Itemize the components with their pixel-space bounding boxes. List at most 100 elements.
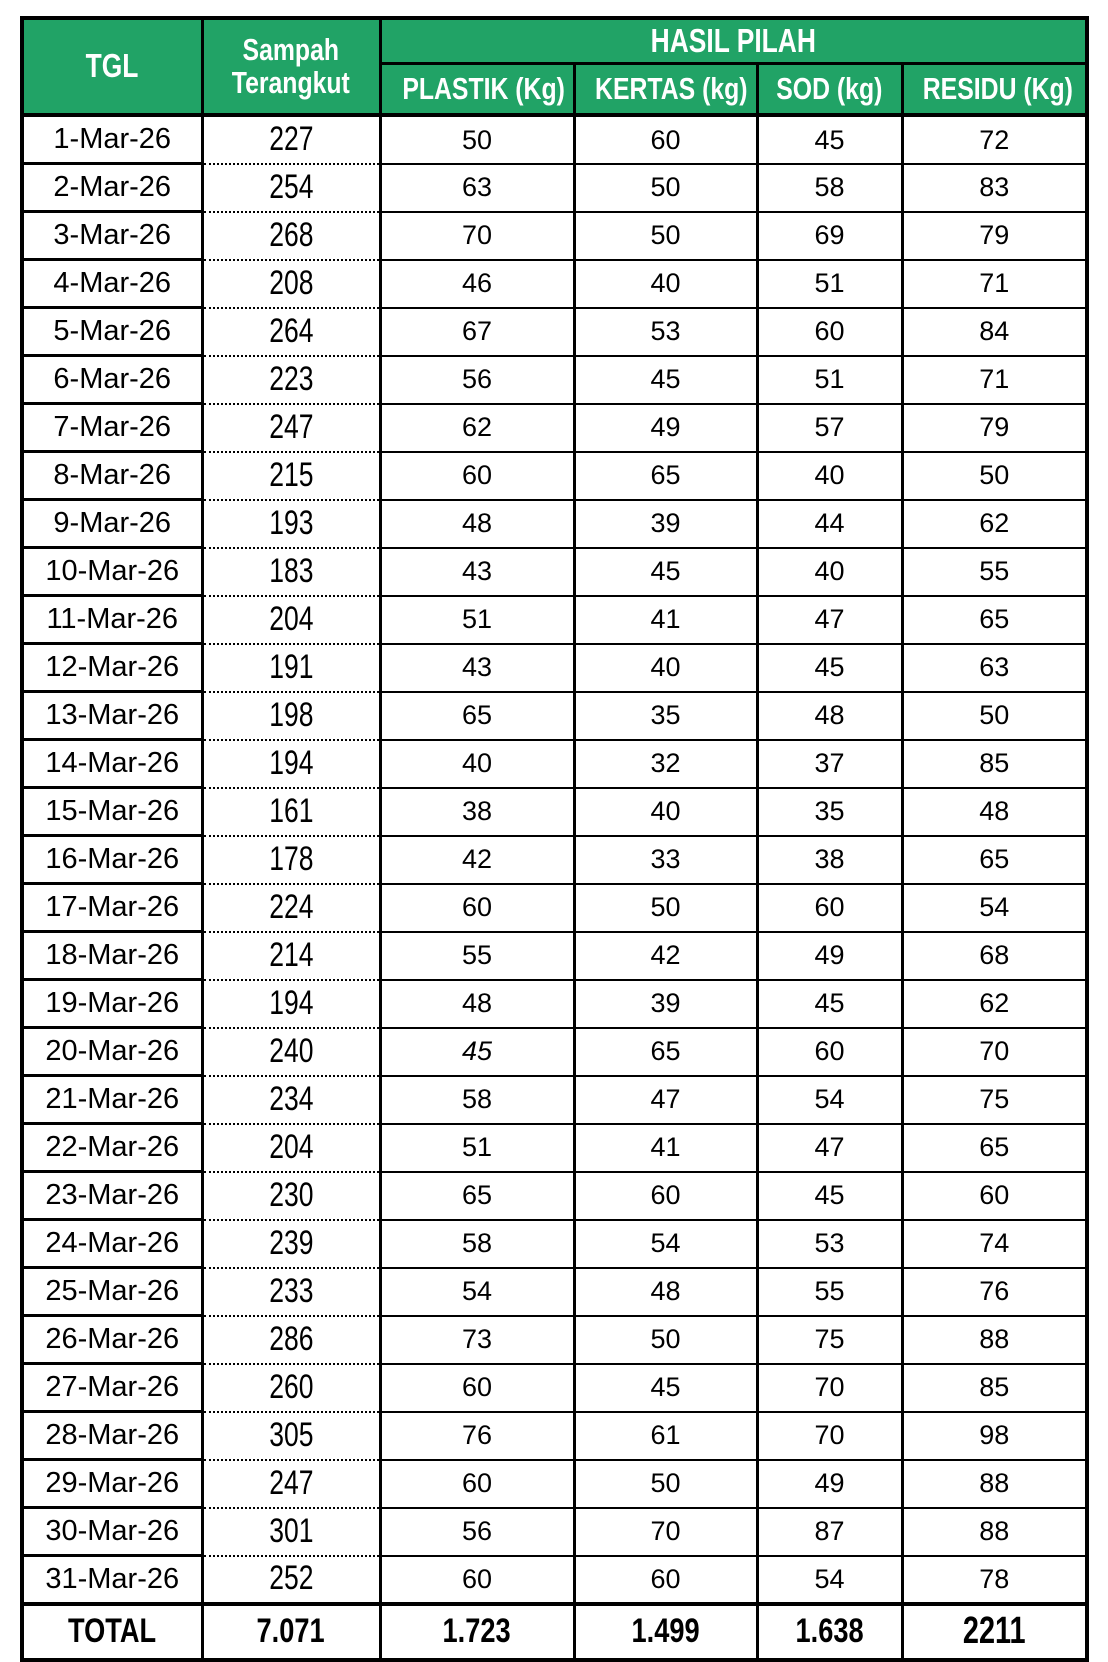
table-row: 28-Mar-26 305 76 61 70 98	[20, 1411, 1088, 1461]
residu-cell: 84	[900, 307, 1088, 357]
sod-cell: 49	[755, 931, 902, 981]
terangkut-cell: 161	[200, 787, 380, 837]
residu-cell: 79	[900, 403, 1088, 453]
kertas-cell: 40	[572, 259, 757, 309]
plastik-cell: 58	[378, 1075, 574, 1125]
kertas-cell: 45	[572, 547, 757, 597]
table-row: 8-Mar-26 215 60 65 40 50	[20, 451, 1088, 501]
terangkut-cell: 247	[200, 403, 380, 453]
terangkut-cell: 286	[200, 1315, 380, 1365]
table-row: 2-Mar-26 254 63 50 58 83	[20, 163, 1088, 213]
kertas-cell: 40	[572, 643, 757, 693]
table-row: 26-Mar-26 286 73 50 75 88	[20, 1315, 1088, 1365]
sod-header-cell: SOD (kg)	[755, 63, 902, 117]
date-cell: 3-Mar-26	[20, 211, 202, 261]
terangkut-cell: 230	[200, 1171, 380, 1221]
terangkut-cell: 223	[200, 355, 380, 405]
kertas-cell: 50	[572, 1459, 757, 1509]
terangkut-cell: 227	[200, 115, 380, 165]
sampah-terangkut-header-label: Sampah Terangkut	[231, 31, 351, 100]
sod-cell: 51	[755, 355, 902, 405]
terangkut-cell: 183	[200, 547, 380, 597]
plastik-cell: 43	[378, 643, 574, 693]
sod-cell: 57	[755, 403, 902, 453]
header-row-2: PLASTIK (Kg) KERTAS (kg) SOD (kg) RESIDU…	[22, 63, 1088, 117]
terangkut-cell: 234	[200, 1075, 380, 1125]
plastik-cell: 65	[378, 691, 574, 741]
sod-cell: 49	[755, 1459, 902, 1509]
sod-cell: 40	[755, 451, 902, 501]
residu-cell: 88	[900, 1315, 1088, 1365]
sod-cell: 69	[755, 211, 902, 261]
kertas-cell: 41	[572, 1123, 757, 1173]
plastik-cell: 60	[378, 1555, 574, 1606]
terangkut-cell: 224	[200, 883, 380, 933]
residu-cell: 54	[900, 883, 1088, 933]
date-cell: 23-Mar-26	[20, 1171, 202, 1221]
residu-cell: 85	[900, 739, 1088, 789]
table-row: 23-Mar-26 230 65 60 45 60	[20, 1171, 1088, 1221]
sod-cell: 48	[755, 691, 902, 741]
sod-cell: 45	[755, 115, 902, 165]
date-cell: 24-Mar-26	[20, 1219, 202, 1269]
table-row: 4-Mar-26 208 46 40 51 71	[20, 259, 1088, 309]
date-cell: 30-Mar-26	[20, 1507, 202, 1557]
plastik-cell: 48	[378, 499, 574, 549]
table-row: 13-Mar-26 198 65 35 48 50	[20, 691, 1088, 741]
table-row: 1-Mar-26 227 50 60 45 72	[20, 115, 1088, 165]
plastik-cell: 67	[378, 307, 574, 357]
kertas-cell: 50	[572, 1315, 757, 1365]
table-row: 3-Mar-26 268 70 50 69 79	[20, 211, 1088, 261]
residu-cell: 88	[900, 1507, 1088, 1557]
residu-cell: 50	[900, 691, 1088, 741]
plastik-cell: 73	[378, 1315, 574, 1365]
date-cell: 8-Mar-26	[20, 451, 202, 501]
kertas-cell: 39	[572, 979, 757, 1029]
total-terangkut-cell: 7.071	[200, 1604, 380, 1660]
sod-cell: 87	[755, 1507, 902, 1557]
table-row: 15-Mar-26 161 38 40 35 48	[20, 787, 1088, 837]
terangkut-cell: 252	[200, 1555, 380, 1606]
residu-cell: 63	[900, 643, 1088, 693]
date-cell: 19-Mar-26	[20, 979, 202, 1029]
sod-cell: 51	[755, 259, 902, 309]
total-plastik-cell: 1.723	[378, 1604, 574, 1660]
date-cell: 18-Mar-26	[20, 931, 202, 981]
sod-cell: 54	[755, 1075, 902, 1125]
plastik-header-cell: PLASTIK (Kg)	[378, 63, 574, 117]
tgl-header-cell: TGL	[20, 18, 202, 117]
sod-cell: 60	[755, 883, 902, 933]
kertas-cell: 35	[572, 691, 757, 741]
table-header: TGL Sampah Terangkut HASIL PILAH PLASTIK…	[20, 18, 1088, 117]
table-row: 5-Mar-26 264 67 53 60 84	[20, 307, 1088, 357]
kertas-cell: 50	[572, 211, 757, 261]
sod-cell: 45	[755, 643, 902, 693]
residu-cell: 65	[900, 1123, 1088, 1173]
residu-cell: 76	[900, 1267, 1088, 1317]
terangkut-cell: 204	[200, 595, 380, 645]
plastik-cell: 55	[378, 931, 574, 981]
sod-cell: 70	[755, 1363, 902, 1413]
table-row: 12-Mar-26 191 43 40 45 63	[20, 643, 1088, 693]
hasil-pilah-header-cell: HASIL PILAH	[378, 18, 1088, 65]
terangkut-cell: 194	[200, 979, 380, 1029]
date-cell: 15-Mar-26	[20, 787, 202, 837]
plastik-cell: 60	[378, 451, 574, 501]
residu-cell: 78	[900, 1555, 1088, 1606]
date-cell: 25-Mar-26	[20, 1267, 202, 1317]
plastik-cell: 60	[378, 1459, 574, 1509]
terangkut-cell: 204	[200, 1123, 380, 1173]
plastik-cell: 58	[378, 1219, 574, 1269]
terangkut-cell: 247	[200, 1459, 380, 1509]
plastik-cell: 76	[378, 1411, 574, 1461]
date-cell: 11-Mar-26	[20, 595, 202, 645]
plastik-cell: 62	[378, 403, 574, 453]
sod-cell: 38	[755, 835, 902, 885]
terangkut-cell: 254	[200, 163, 380, 213]
date-cell: 28-Mar-26	[20, 1411, 202, 1461]
residu-cell: 98	[900, 1411, 1088, 1461]
plastik-cell: 70	[378, 211, 574, 261]
kertas-cell: 42	[572, 931, 757, 981]
table-row: 29-Mar-26 247 60 50 49 88	[20, 1459, 1088, 1509]
sod-cell: 35	[755, 787, 902, 837]
